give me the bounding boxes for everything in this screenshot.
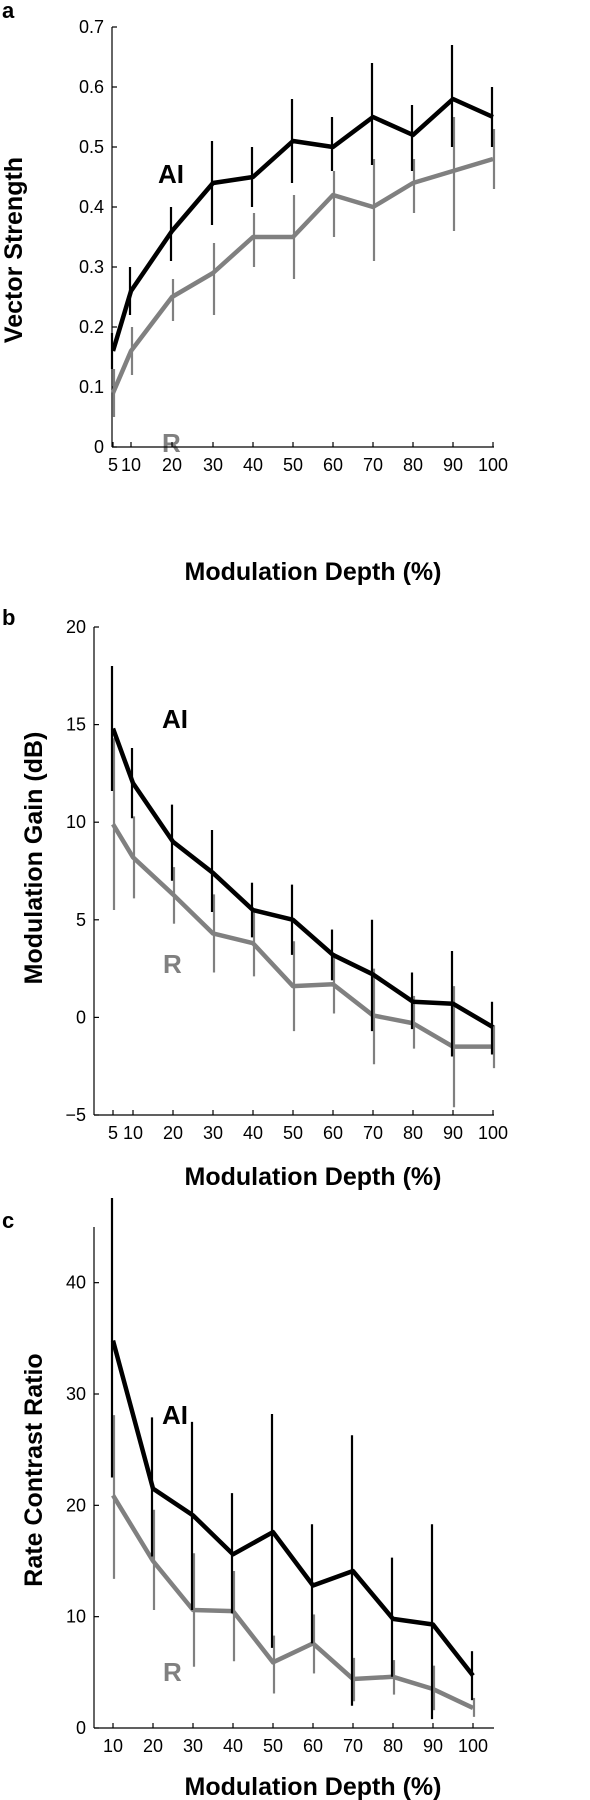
panel-c-x-tick-label: 10	[103, 1736, 123, 1756]
panel-c-x-tick-label: 90	[423, 1736, 443, 1756]
panel-b-ylabel: Modulation Gain (dB)	[20, 732, 48, 985]
panel-a-y-tick-label: 0.5	[79, 137, 104, 157]
panel-c-y-tick-label: 0	[76, 1718, 86, 1738]
panel-b-y-tick-label: 5	[76, 910, 86, 930]
panel-c-y-tick-label: 40	[66, 1273, 86, 1293]
panel-a-x-tick-label: 50	[283, 455, 303, 475]
panel-b-xlabel: Modulation Depth (%)	[185, 1163, 442, 1191]
panel-a: a Vector Strength Modulation Depth (%) A…	[0, 0, 508, 586]
panel-a-x-tick-label: 10	[121, 455, 141, 475]
panel-a-label-ai: AI	[158, 159, 184, 189]
panel-c-series-r-line	[111, 1494, 474, 1710]
panel-a-x-tick-label: 30	[203, 455, 223, 475]
panel-b-x-tick-label: 60	[323, 1123, 343, 1143]
panel-c-x-tick-label: 30	[183, 1736, 203, 1756]
panel-a-x-tick-label: 60	[323, 455, 343, 475]
panel-a-y-tick-label: 0.4	[79, 197, 104, 217]
panel-c-x-tick-label: 50	[263, 1736, 283, 1756]
panel-b-x-tick-label: 80	[403, 1123, 423, 1143]
panel-b-label-ai: AI	[162, 704, 188, 734]
panel-a-y-tick-label: 0.3	[79, 257, 104, 277]
panel-letter-b: b	[2, 605, 15, 630]
panel-c-x-tick-label: 80	[383, 1736, 403, 1756]
panel-a-ylabel: Vector Strength	[0, 157, 28, 343]
panel-letter-c: c	[2, 1208, 14, 1233]
panel-c-x-tick-label: 20	[143, 1736, 163, 1756]
panel-b-x-tick-label: 5	[108, 1123, 118, 1143]
panel-a-x-tick-label: 20	[162, 455, 182, 475]
panel-c-label-r: R	[163, 1657, 182, 1687]
panel-c-x-tick-label: 70	[343, 1736, 363, 1756]
panel-c: c Rate Contrast Ratio Modulation Depth (…	[2, 1198, 494, 1800]
panel-a-y-tick-label: 0.6	[79, 77, 104, 97]
panel-c-x-tick-label: 40	[223, 1736, 243, 1756]
panel-a-xlabel: Modulation Depth (%)	[185, 558, 442, 586]
panel-a-x-tick-label: 70	[363, 455, 383, 475]
panel-a-y-tick-label: 0.1	[79, 377, 104, 397]
panel-b-label-r: R	[163, 949, 182, 979]
panel-b-series-ai-line	[110, 727, 495, 1030]
panel-a-series-r-line	[110, 156, 494, 394]
panel-c-label-ai: AI	[162, 1400, 188, 1430]
panel-c-y-tick-label: 10	[66, 1607, 86, 1627]
panel-b-y-tick-label: −5	[65, 1105, 86, 1125]
panel-b-y-tick-label: 15	[66, 715, 86, 735]
panel-c-y-tick-label: 30	[66, 1384, 86, 1404]
panel-c-xlabel: Modulation Depth (%)	[185, 1773, 442, 1800]
panel-b-x-tick-label: 100	[478, 1123, 508, 1143]
panel-c-x-tick-label: 60	[303, 1736, 323, 1756]
panel-b-x-tick-label: 30	[203, 1123, 223, 1143]
panel-a-x-tick-label: 40	[243, 455, 263, 475]
panel-b-x-tick-label: 50	[283, 1123, 303, 1143]
panel-a-x-tick-label: 100	[478, 455, 508, 475]
panel-b-y-tick-label: 20	[66, 617, 86, 637]
panel-b: b Modulation Gain (dB) Modulation Depth …	[2, 605, 508, 1191]
panel-b-x-tick-label: 90	[443, 1123, 463, 1143]
panel-a-x-tick-label: 80	[403, 455, 423, 475]
panel-a-y-tick-label: 0	[94, 437, 104, 457]
panel-b-x-tick-label: 10	[123, 1123, 143, 1143]
panel-b-y-tick-label: 0	[76, 1007, 86, 1027]
panel-a-x-tick-label: 90	[443, 455, 463, 475]
panel-letter-a: a	[2, 0, 15, 23]
panel-c-plot: 0 10 20 30 40 10 20 30 40 50 60 70 80 90 100	[66, 1198, 494, 1756]
panel-c-x-tick-label: 100	[458, 1736, 488, 1756]
panel-b-x-tick-label: 40	[243, 1123, 263, 1143]
panel-a-plot: 0 0.1 0.2 0.3 0.4 0.5 0.6 0.7 5 10 20 30 40 50 60 70 80 9…	[79, 17, 508, 475]
panel-b-x-tick-label: 70	[363, 1123, 383, 1143]
panel-b-series-r-line	[111, 822, 493, 1049]
panel-c-series-ai-line	[110, 1339, 475, 1678]
panel-b-x-tick-label: 20	[163, 1123, 183, 1143]
panel-a-y-tick-label: 0.7	[79, 17, 104, 37]
panel-a-y-tick-label: 0.2	[79, 317, 104, 337]
panel-a-x-tick-label: 5	[108, 455, 118, 475]
panel-b-y-tick-label: 10	[66, 812, 86, 832]
panel-c-y-tick-label: 20	[66, 1495, 86, 1515]
panel-c-ylabel: Rate Contrast Ratio	[20, 1353, 48, 1586]
